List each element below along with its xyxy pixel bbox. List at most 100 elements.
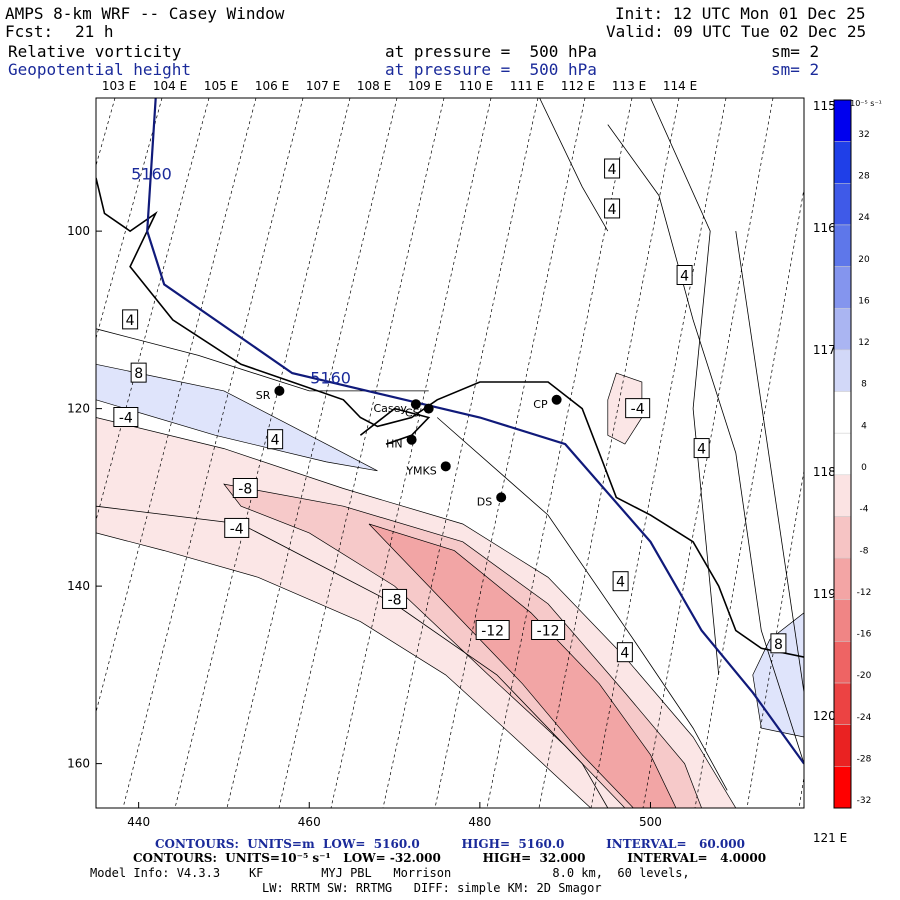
longitude-line bbox=[694, 186, 804, 808]
x-tick-label: 480 bbox=[468, 815, 491, 829]
y-tick-label: 100 bbox=[67, 224, 90, 238]
longitude-line bbox=[746, 468, 804, 808]
vorticity-label: -4 bbox=[631, 402, 645, 418]
valid-time: Valid: 09 UTC Tue 02 Dec 25 bbox=[606, 22, 867, 41]
station-dot bbox=[423, 403, 434, 414]
colorbar-swatch bbox=[833, 183, 852, 226]
longitude-label: 114 E bbox=[663, 79, 697, 93]
vorticity-label-box bbox=[604, 158, 621, 179]
colorbar-swatch bbox=[833, 391, 852, 434]
vorticity-label: 4 bbox=[608, 202, 617, 218]
vorticity-label: 8 bbox=[134, 366, 143, 382]
longitude-label: 111 E bbox=[510, 79, 544, 93]
longitude-line bbox=[382, 98, 539, 808]
colorbar-tick-label: 8 bbox=[861, 380, 867, 390]
field2-smoothing: sm= 2 bbox=[771, 60, 820, 79]
map-title: AMPS 8-km WRF -- Casey Window bbox=[5, 4, 285, 23]
colorbar-tick-label: -4 bbox=[860, 505, 869, 515]
vorticity-label-box bbox=[693, 438, 710, 459]
geopotential-height-contours: 5160 5160 bbox=[131, 98, 804, 765]
vorticity-contour bbox=[650, 98, 720, 675]
longitude-line bbox=[330, 98, 492, 808]
vorticity-label: 4 bbox=[680, 269, 689, 285]
colorbar-tick-label: -28 bbox=[857, 755, 872, 765]
colorbar-tick-label: 28 bbox=[858, 171, 870, 181]
colorbar-tick-label: -24 bbox=[857, 713, 872, 723]
colorbar-swatch bbox=[833, 724, 852, 767]
height-contour-label: 5160 bbox=[131, 164, 172, 183]
field2-pressure: at pressure = 500 hPa bbox=[385, 60, 597, 79]
longitude-label: 113 E bbox=[612, 79, 646, 93]
forecast-hours: 21 h bbox=[75, 22, 114, 41]
vorticity-label-box bbox=[130, 362, 147, 383]
vorticity-label-box bbox=[113, 407, 139, 427]
colorbar-tick-label: 20 bbox=[858, 255, 870, 265]
vorticity-labels: 4 4 4 4 8 -4 -4 4 4 -8 -4 4 -8 -12 -12 4 8 bbox=[113, 158, 787, 663]
vorticity-label: 4 bbox=[271, 433, 280, 449]
longitude-label: 108 E bbox=[357, 79, 391, 93]
station-dot bbox=[406, 434, 417, 445]
colorbar-swatch bbox=[833, 474, 852, 517]
vorticity-contour bbox=[539, 98, 609, 232]
colorbar-swatch bbox=[833, 99, 852, 142]
vorticity-label-box bbox=[604, 198, 621, 219]
station-dot bbox=[410, 399, 421, 410]
station-dot bbox=[440, 461, 451, 472]
coastline-segment bbox=[359, 407, 431, 445]
longitude-line bbox=[96, 98, 163, 340]
colorbar-unit: 10⁻⁵ s⁻¹ bbox=[850, 99, 882, 108]
colorbar-swatch bbox=[833, 349, 852, 392]
colorbar: 32 28 24 20 16 12 8 4 0 -4 -8 -12 -16 -20 -24 -28 -32 10⁻… bbox=[833, 99, 882, 809]
longitude-line bbox=[96, 98, 257, 714]
longitude-label: 107 E bbox=[306, 79, 340, 93]
vorticity-label: -12 bbox=[537, 624, 560, 640]
colorbar-tick-label: -32 bbox=[857, 796, 872, 806]
colorbar-tick-label: 32 bbox=[858, 130, 869, 140]
vorticity-label: -8 bbox=[238, 482, 252, 498]
vorticity-contours bbox=[96, 98, 804, 808]
vorticity-label: -4 bbox=[119, 411, 133, 427]
station-dot bbox=[496, 492, 507, 503]
vorticity-label: 4 bbox=[616, 575, 625, 591]
longitude-label: 104 E bbox=[153, 79, 187, 93]
longitude-line bbox=[278, 98, 445, 808]
longitude-line bbox=[434, 98, 586, 808]
vorticity-contour bbox=[96, 505, 609, 808]
vorticity-contour bbox=[607, 124, 804, 764]
colorbar-tick-label: -20 bbox=[857, 671, 872, 681]
longitude-line bbox=[226, 98, 398, 808]
colorbar-swatch bbox=[833, 432, 852, 476]
colorbar-swatch bbox=[833, 641, 852, 684]
vorticity-label-box bbox=[625, 398, 651, 419]
longitude-line bbox=[851, 98, 900, 808]
vorticity-band bbox=[752, 612, 804, 738]
vorticity-label-box bbox=[232, 478, 258, 498]
colorbar-tick-label: 0 bbox=[861, 463, 867, 473]
vorticity-contour-info: CONTOURS: UNITS=10⁻⁵ s⁻¹ LOW= -32.000 HI… bbox=[133, 851, 767, 865]
station-dot bbox=[274, 385, 285, 396]
vorticity-label: 4 bbox=[608, 162, 617, 178]
height-contour-info: CONTOURS: UNITS=m LOW= 5160.0 HIGH= 5160… bbox=[155, 837, 745, 851]
colorbar-tick-label: -16 bbox=[857, 630, 872, 640]
colorbar-tick-label: 4 bbox=[861, 421, 867, 431]
colorbar-swatch bbox=[833, 307, 852, 351]
plot-frame bbox=[95, 97, 805, 809]
axis-ticks: 440 460 480 500 100 120 140 160 bbox=[67, 224, 662, 829]
colorbar-swatch bbox=[833, 682, 852, 725]
vorticity-label-box bbox=[531, 620, 566, 640]
station-dot bbox=[551, 394, 562, 405]
physics-info: LW: RRTM SW: RRTMG DIFF: simple KM: 2D S… bbox=[262, 881, 602, 895]
y-tick-label: 120 bbox=[67, 402, 90, 416]
vorticity-label-box bbox=[676, 265, 693, 285]
colorbar-tick-label: -12 bbox=[857, 588, 872, 598]
vorticity-label-box bbox=[770, 633, 787, 654]
vorticity-label: 4 bbox=[620, 646, 629, 662]
vorticity-label: -4 bbox=[230, 521, 244, 537]
longitude-line bbox=[122, 98, 304, 808]
vorticity-contour bbox=[735, 231, 804, 696]
colorbar-tick-label: 12 bbox=[858, 338, 869, 348]
init-time: Init: 12 UTC Mon 01 Dec 25 bbox=[615, 4, 866, 23]
y-tick-label: 140 bbox=[67, 579, 90, 593]
longitude-label: 106 E bbox=[255, 79, 289, 93]
height-contour-label: 5160 bbox=[310, 369, 351, 388]
